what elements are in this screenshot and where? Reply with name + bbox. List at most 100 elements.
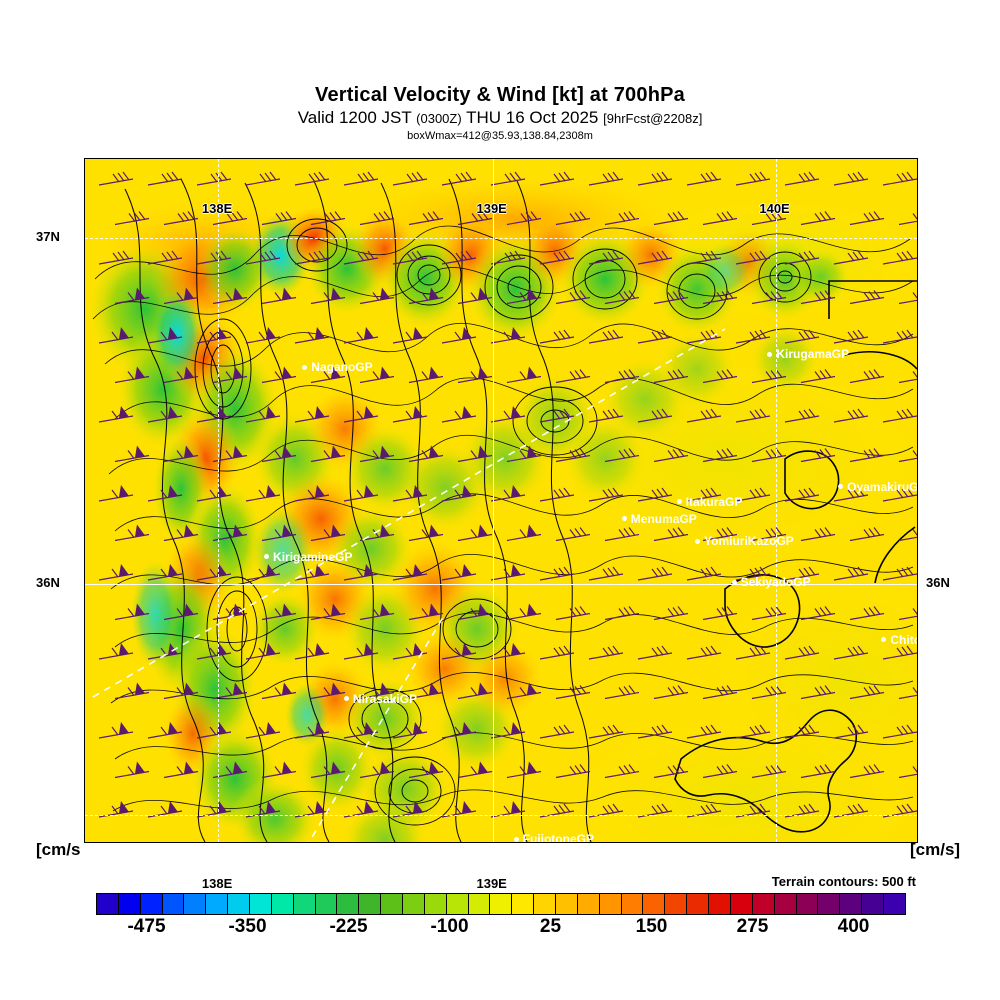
lon-label-bottom: 139E <box>476 876 507 891</box>
colorbar-swatch <box>709 894 731 914</box>
station-marker[interactable]: Chitose <box>881 633 917 647</box>
graticule <box>85 159 917 842</box>
colorbar-tick: 150 <box>635 916 668 937</box>
box-wmax-annotation: boxWmax=412@35.93,138.84,2308m <box>407 130 593 142</box>
lat-label-left: 36N <box>36 574 60 590</box>
station-label: MenumaGP <box>630 511 697 526</box>
colorbar-tick: 400 <box>837 916 870 937</box>
colorbar-tick: -475 <box>127 916 166 937</box>
colorbar[interactable] <box>96 893 906 915</box>
vertical-velocity-field <box>85 159 917 842</box>
colorbar-swatch <box>621 894 644 914</box>
station-dot-icon <box>264 554 270 559</box>
colorbar-swatch <box>796 894 819 914</box>
station-dot-icon <box>731 579 737 585</box>
colorbar-swatch <box>862 894 884 914</box>
colorbar-tick: -100 <box>430 916 469 937</box>
station-marker[interactable]: MenumaGP <box>621 511 697 526</box>
colorbar-swatch <box>118 894 141 914</box>
station-label: FujiotoneGP <box>522 832 594 843</box>
station-dot-icon <box>621 516 627 522</box>
colorbar-swatch <box>840 894 863 914</box>
station-dot-icon <box>513 836 519 842</box>
colorbar-tick: -350 <box>228 916 267 937</box>
station-marker[interactable]: KirugamaGP <box>767 347 849 361</box>
station-marker[interactable]: ItakuraGP <box>676 494 743 509</box>
colorbar-swatch <box>730 894 753 914</box>
colorbar-swatch <box>184 894 207 914</box>
units-right: [cm/s] <box>910 840 961 859</box>
lon-label-top: 138E <box>201 201 233 216</box>
station-dot-icon <box>767 351 773 357</box>
lon-label-top: 140E <box>759 201 790 216</box>
page-title: Vertical Velocity & Wind [kt] at 700hPa <box>315 84 685 106</box>
colorbar-swatch <box>97 894 119 914</box>
grid-lat-355 <box>85 814 917 816</box>
terrain-contour-note: Terrain contours: 500 ft <box>771 874 916 889</box>
colorbar-swatch <box>490 894 513 914</box>
station-dot-icon <box>695 538 701 544</box>
colorbar-swatch <box>162 894 185 914</box>
station-dot-icon <box>302 364 308 370</box>
colorbar-swatch <box>468 894 491 914</box>
colorbar-swatch <box>228 894 251 914</box>
colorbar-swatch <box>665 894 688 914</box>
colorbar-swatch <box>315 894 338 914</box>
lat-label-left: 37N <box>36 229 60 245</box>
colorbar-swatch <box>424 894 447 914</box>
colorbar-swatch <box>381 894 404 914</box>
colorbar-swatch <box>206 894 229 914</box>
station-marker[interactable]: NirasakiGP <box>343 691 417 706</box>
station-dot-icon <box>838 484 844 490</box>
colorbar-swatch <box>818 894 841 914</box>
valid-time-line: Valid 1200 JST (0300Z) THU 16 Oct 2025 [… <box>0 108 1000 129</box>
colorbar-tick: -225 <box>329 916 368 937</box>
route-line <box>92 328 726 842</box>
grid-lon-140 <box>775 159 777 842</box>
station-label: OyamakiruGP <box>847 479 918 494</box>
station-marker[interactable]: NaganoGP <box>302 360 373 374</box>
colorbar-tick: 25 <box>539 916 562 937</box>
colorbar-swatch <box>687 894 710 914</box>
station-dot-icon <box>343 696 349 702</box>
grid-lon-138 <box>218 159 220 842</box>
station-marker[interactable]: YomiuriKazoGP <box>695 534 794 548</box>
lat-label-right: 36N <box>926 574 950 590</box>
station-label: SekiyadoGP <box>740 575 811 590</box>
grid-lon-139 <box>492 159 494 842</box>
colorbar-swatch <box>359 894 382 914</box>
station-label: YomiuriKazoGP <box>704 534 794 549</box>
station-label: ItakuraGP <box>685 494 743 509</box>
colorbar-swatch <box>446 894 469 914</box>
colorbar-swatch <box>752 894 775 914</box>
station-marker[interactable]: FujiotoneGP <box>513 832 594 843</box>
colorbar-swatch <box>556 894 578 914</box>
station-layer: NaganoGP KirigamineGP NirasakiGP KirugamaGP… <box>85 159 917 842</box>
colorbar-tick-labels: -475 -350 -225 -100 25 150 275 400 <box>0 916 1000 944</box>
colorbar-swatch <box>293 894 316 914</box>
colorbar-tick: 275 <box>736 916 769 937</box>
colorbar-swatch <box>643 894 666 914</box>
station-label: KirugamaGP <box>776 347 850 362</box>
station-marker[interactable]: SekiyadoGP <box>731 575 811 590</box>
map-panel[interactable]: NaganoGP KirigamineGP NirasakiGP KirugamaGP… <box>84 158 918 843</box>
station-marker[interactable]: OyamakiruGP <box>838 479 918 494</box>
colorbar-swatch <box>577 894 600 914</box>
valid-utc: (0300Z) <box>416 111 462 126</box>
colorbar-swatch <box>140 894 163 914</box>
colorbar-swatch <box>774 894 797 914</box>
colorbar-swatch <box>534 894 557 914</box>
lon-label-top: 139E <box>476 201 507 216</box>
station-marker[interactable]: KirigamineGP <box>264 550 352 564</box>
station-dot-icon <box>676 499 682 505</box>
station-label: NirasakiGP <box>352 691 417 706</box>
colorbar-swatch <box>599 894 622 914</box>
valid-prefix: Valid 1200 JST <box>297 108 412 127</box>
title-block: Vertical Velocity & Wind [kt] at 700hPa … <box>0 84 1000 143</box>
station-label: KirigamineGP <box>273 549 353 564</box>
station-dot-icon <box>881 637 887 643</box>
valid-date: THU 16 Oct 2025 <box>466 108 599 127</box>
colorbar-swatch <box>337 894 360 914</box>
grid-lat-37 <box>85 238 917 240</box>
